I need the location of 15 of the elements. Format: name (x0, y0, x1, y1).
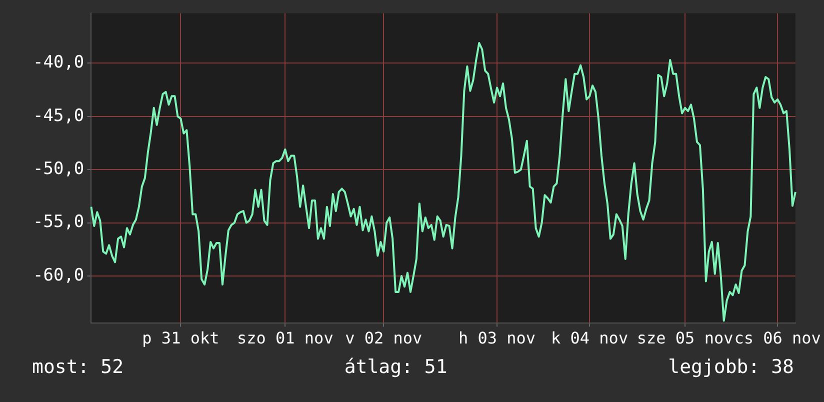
x-tick-label: h 03 nov (458, 328, 536, 348)
x-tick-label: sze 05 nov (636, 328, 734, 348)
x-tick-label: cs 06 nov (734, 328, 821, 348)
x-tick-label: p 31 okt (142, 328, 220, 348)
y-tick-label: -45,0 (32, 106, 84, 126)
x-tick-label: szo 01 nov (236, 328, 334, 348)
y-tick-label: -55,0 (32, 212, 84, 232)
text: most: 52 (32, 356, 124, 378)
x-tick-label: v 02 nov (345, 328, 422, 348)
text: átlag: 51 (344, 356, 448, 378)
text: legjobb: 38 (668, 356, 794, 378)
y-tick-label: -40,0 (32, 52, 84, 73)
x-tick-label: k 04 nov (551, 328, 628, 348)
y-tick-label: -60,0 (32, 265, 84, 286)
y-tick-label: -50,0 (32, 159, 84, 180)
